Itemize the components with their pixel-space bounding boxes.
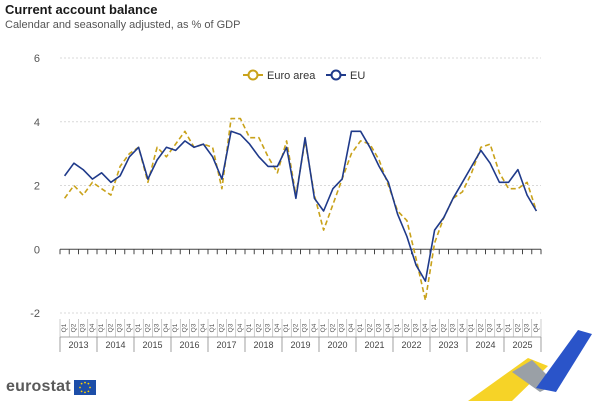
x-tick-label-year: 2014 bbox=[105, 340, 125, 350]
x-tick-label-quarter: Q3 bbox=[154, 323, 161, 332]
legend-label-eu: EU bbox=[350, 70, 365, 82]
x-tick-label-quarter: Q2 bbox=[514, 323, 521, 332]
x-tick-label-year: 2017 bbox=[216, 340, 236, 350]
x-tick-label-quarter: Q4 bbox=[163, 323, 170, 332]
x-tick-label-year: 2013 bbox=[68, 340, 88, 350]
x-tick-label-quarter: Q1 bbox=[98, 323, 105, 332]
x-tick-label-quarter: Q3 bbox=[413, 323, 420, 332]
x-tick-label-year: 2024 bbox=[475, 340, 495, 350]
x-tick-label-quarter: Q2 bbox=[329, 323, 336, 332]
x-tick-label-quarter: Q1 bbox=[209, 323, 216, 332]
x-tick-label-quarter: Q1 bbox=[357, 323, 364, 332]
x-tick-label-quarter: Q4 bbox=[422, 323, 429, 332]
page-title: Current account balance bbox=[5, 2, 158, 17]
x-tick-label-quarter: Q1 bbox=[431, 323, 438, 332]
legend-item-eu[interactable]: EU bbox=[326, 69, 365, 82]
y-tick-label: 0 bbox=[34, 244, 40, 256]
x-tick-label-quarter: Q2 bbox=[440, 323, 447, 332]
x-tick-label-year: 2016 bbox=[179, 340, 199, 350]
x-tick-label-quarter: Q2 bbox=[181, 323, 188, 332]
x-tick-label-quarter: Q3 bbox=[302, 323, 309, 332]
x-tick-label-quarter: Q3 bbox=[376, 323, 383, 332]
legend-label-euro-area: Euro area bbox=[267, 70, 316, 82]
y-axis-ticks: -2 0 2 4 6 bbox=[30, 53, 40, 320]
x-axis: Q1 Q2 Q3 Q4 Q1 Q2 Q3 Q4 Q1 Q2 Q3 Q4 Q1 Q2 Q3 Q4 Q1 Q2 Q3 Q4… bbox=[59, 248, 542, 352]
x-tick-label-quarter: Q1 bbox=[246, 323, 253, 332]
legend-swatch-euro-area-marker bbox=[247, 69, 259, 81]
x-tick-label-quarter: Q2 bbox=[477, 323, 484, 332]
x-tick-label-quarter: Q2 bbox=[292, 323, 299, 332]
x-tick-label-quarter: Q4 bbox=[311, 323, 318, 332]
series-lines bbox=[63, 117, 538, 302]
x-tick-label-quarter: Q4 bbox=[348, 323, 355, 332]
series-line-eu[interactable] bbox=[63, 130, 538, 282]
x-tick-label-quarter: Q3 bbox=[339, 323, 346, 332]
eurostat-logo: eurostat bbox=[6, 378, 96, 396]
x-tick-label-year: 2022 bbox=[401, 340, 421, 350]
x-tick-label-quarter: Q2 bbox=[255, 323, 262, 332]
x-tick-label-quarter: Q2 bbox=[218, 323, 225, 332]
x-tick-label-quarter: Q4 bbox=[200, 323, 207, 332]
legend[interactable]: Euro area EU bbox=[243, 69, 365, 82]
x-tick-label-year: 2018 bbox=[253, 340, 273, 350]
x-tick-label-year: 2015 bbox=[142, 340, 162, 350]
x-tick-label-quarter: Q4 bbox=[496, 323, 503, 332]
x-tick-label-quarter: Q4 bbox=[126, 323, 133, 332]
x-tick-label-year: 2025 bbox=[512, 340, 532, 350]
legend-item-euro-area[interactable]: Euro area bbox=[243, 69, 316, 82]
x-tick-label-quarter: Q3 bbox=[117, 323, 124, 332]
x-tick-label-quarter: Q4 bbox=[89, 323, 96, 332]
y-tick-label: 6 bbox=[34, 53, 40, 65]
x-tick-label-quarter: Q3 bbox=[450, 323, 457, 332]
swoosh-blue-band bbox=[536, 330, 592, 392]
x-tick-label-quarter: Q3 bbox=[228, 323, 235, 332]
x-tick-label-quarter: Q2 bbox=[403, 323, 410, 332]
x-tick-label-year: 2021 bbox=[364, 340, 384, 350]
x-tick-label-quarter: Q1 bbox=[394, 323, 401, 332]
x-tick-label-quarter: Q1 bbox=[135, 323, 142, 332]
x-tick-label-quarter: Q2 bbox=[107, 323, 114, 332]
x-tick-label-quarter: Q4 bbox=[274, 323, 281, 332]
x-tick-label-quarter: Q3 bbox=[524, 323, 531, 332]
x-tick-label-quarter: Q1 bbox=[468, 323, 475, 332]
x-tick-label-quarter: Q1 bbox=[283, 323, 290, 332]
x-tick-label-quarter: Q3 bbox=[191, 323, 198, 332]
x-tick-label-quarter: Q2 bbox=[144, 323, 151, 332]
x-tick-label-quarter: Q1 bbox=[505, 323, 512, 332]
page-subtitle: Calendar and seasonally adjusted, as % o… bbox=[5, 19, 241, 31]
x-tick-label-quarter: Q4 bbox=[533, 323, 540, 332]
x-tick-label-quarter: Q2 bbox=[70, 323, 77, 332]
x-tick-label-quarter: Q3 bbox=[265, 323, 272, 332]
x-tick-label-quarter: Q1 bbox=[320, 323, 327, 332]
y-tick-label: 2 bbox=[34, 181, 40, 193]
x-tick-label-quarter: Q2 bbox=[366, 323, 373, 332]
x-tick-label-quarter: Q1 bbox=[61, 323, 68, 332]
eu-flag-icon bbox=[73, 379, 96, 395]
eurostat-wordmark: eurostat bbox=[6, 378, 71, 395]
x-tick-label-quarter: Q4 bbox=[237, 323, 244, 332]
legend-swatch-eu-marker bbox=[330, 69, 342, 81]
x-tick-label-quarter: Q3 bbox=[487, 323, 494, 332]
x-tick-label-year: 2019 bbox=[290, 340, 310, 350]
x-tick-label-year: 2023 bbox=[438, 340, 458, 350]
y-tick-label: 4 bbox=[34, 117, 40, 129]
x-tick-label-quarter: Q1 bbox=[172, 323, 179, 332]
y-tick-label: -2 bbox=[30, 308, 40, 320]
x-tick-label-quarter: Q3 bbox=[80, 323, 87, 332]
x-tick-label-quarter: Q4 bbox=[385, 323, 392, 332]
x-tick-label-quarter: Q4 bbox=[459, 323, 466, 332]
x-tick-label-year: 2020 bbox=[327, 340, 347, 350]
